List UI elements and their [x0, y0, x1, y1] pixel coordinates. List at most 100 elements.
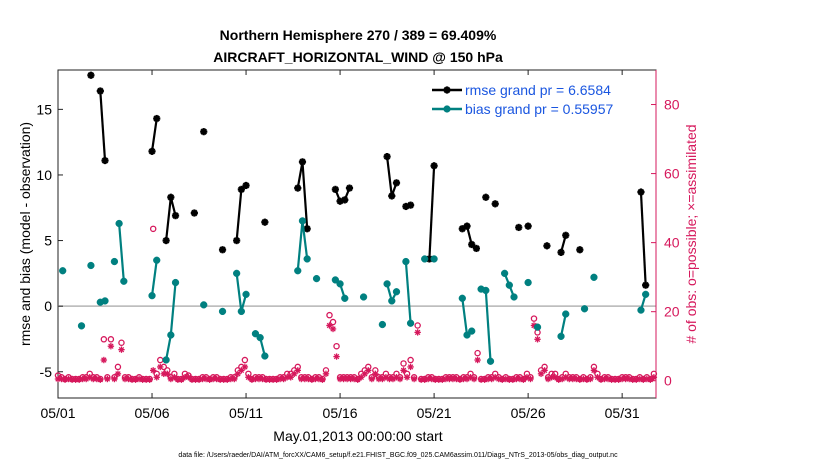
y-tick-label: -5: [40, 364, 53, 380]
bias-point: [359, 293, 368, 301]
x-tick-label: 05/01: [40, 405, 75, 421]
rmse-point: [303, 225, 311, 233]
rmse-point: [200, 128, 208, 136]
obs-assimilated-marker: [470, 375, 478, 383]
rmse-point: [472, 244, 481, 253]
bias-point: [533, 323, 542, 331]
rmse-point: [148, 147, 156, 155]
bias-line: [404, 261, 412, 324]
bias-point: [505, 281, 513, 289]
bias-point: [110, 257, 119, 266]
obs-assimilated-marker: [587, 375, 594, 383]
bias-line: [165, 282, 177, 361]
bias-point: [237, 307, 246, 316]
rmse-point: [261, 218, 269, 226]
obs-assimilated-marker: [291, 370, 298, 378]
obs-assimilated-marker: [171, 374, 178, 381]
bias-point: [341, 294, 349, 302]
bias-point: [510, 293, 518, 301]
obs-possible-marker: [329, 318, 337, 326]
rmse-point: [576, 246, 584, 254]
bias-point: [312, 274, 321, 283]
rmse-point: [237, 185, 245, 193]
obs-assimilated-marker: [185, 374, 192, 381]
obs-possible-marker: [474, 349, 481, 357]
bias-point: [200, 301, 208, 309]
rmse-line: [385, 156, 398, 197]
bias-point: [162, 356, 170, 364]
legend: rmse grand pr = 6.6584 bias grand pr = 0…: [432, 82, 613, 117]
obs-possible-marker: [118, 339, 125, 347]
rmse-point: [87, 71, 95, 79]
rmse-point: [101, 156, 109, 165]
y2-tick-label: 80: [664, 97, 680, 113]
obs-possible-marker: [107, 336, 115, 343]
obs-assimilated-marker: [333, 353, 340, 360]
rmse-point: [96, 87, 104, 95]
bias-point: [557, 332, 565, 340]
bias-point: [59, 267, 67, 275]
obs-assimilated-marker: [100, 356, 108, 364]
x-tick-label: 05/11: [229, 405, 263, 421]
obs-assimilated-marker: [245, 374, 252, 381]
obs-possible-marker: [407, 356, 414, 364]
x-tick-label: 05/16: [323, 405, 358, 421]
series-layer: [59, 71, 650, 365]
y-tick-label: 10: [36, 167, 52, 183]
bias-point: [298, 217, 307, 225]
rmse-point: [298, 158, 307, 166]
obs-assimilated-marker: [319, 376, 326, 383]
y-axis-left: -5 0 5 10 15: [36, 101, 63, 380]
obs-assimilated-marker: [407, 363, 414, 371]
obs-assimilated-marker: [146, 376, 153, 383]
rmse-point: [515, 223, 523, 232]
bias-point: [590, 273, 598, 281]
x-tick-label: 05/06: [135, 405, 170, 421]
y-tick-label: 0: [44, 298, 52, 314]
obs-possible-marker: [400, 360, 407, 367]
y2-axis-label: # of obs: o=possible; ×=assimilated: [683, 124, 699, 343]
bias-point: [406, 319, 415, 327]
bias-point: [171, 278, 180, 287]
obs-assimilated-marker: [400, 367, 407, 374]
y-tick-label: 15: [36, 101, 52, 117]
obs-assimilated-marker: [118, 346, 125, 353]
rmse-point: [162, 236, 170, 245]
bias-point: [500, 269, 509, 278]
bias-point: [101, 297, 109, 305]
bias-point: [524, 278, 532, 287]
bias-point: [261, 352, 269, 360]
obs-assimilated-marker: [527, 375, 534, 383]
obs-assimilated-marker: [372, 370, 379, 378]
obs-possible-marker: [156, 356, 164, 364]
obs-possible-marker: [414, 322, 421, 329]
obs-assimilated-marker: [157, 363, 164, 371]
obs-assimilated-marker: [520, 376, 527, 383]
obs-assimilated-marker: [104, 375, 111, 383]
legend-rmse-label: rmse grand pr = 6.6584: [465, 82, 611, 98]
y-axis-label: rmse and bias (model - observation): [17, 122, 33, 346]
legend-rmse-marker: [443, 86, 451, 94]
bias-point: [642, 290, 650, 299]
y-tick-label: 5: [44, 233, 52, 249]
bias-point: [482, 286, 490, 295]
rmse-line: [165, 196, 177, 241]
obs-assimilated-marker: [368, 375, 376, 383]
bias-line: [559, 313, 567, 337]
bias-point: [148, 292, 156, 300]
legend-rmse-star: [443, 86, 451, 94]
y2-tick-label: 60: [664, 166, 680, 182]
legend-bias-marker: [443, 105, 451, 113]
obs-assimilated-marker: [150, 367, 157, 374]
bias-point: [378, 320, 387, 329]
x-axis-label: May.01,2013 00:00:00 start: [273, 428, 443, 444]
bias-point: [233, 269, 241, 278]
bias-point: [388, 297, 396, 305]
obs-assimilated-marker: [86, 374, 93, 381]
rmse-point: [430, 162, 438, 170]
obs-assimilated-marker: [551, 374, 559, 381]
x-tick-label: 05/26: [511, 405, 546, 421]
rmse-point: [642, 281, 650, 289]
rmse-point: [294, 184, 302, 192]
